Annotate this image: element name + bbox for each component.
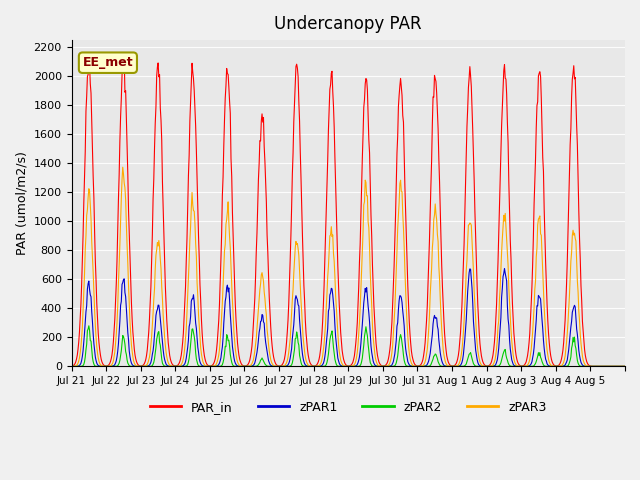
zPAR1 [436,350,444,356]
Title: Undercanopy PAR: Undercanopy PAR [275,15,422,33]
Line: zPAR1: zPAR1 [72,268,625,366]
zPAR2 [262,362,270,368]
zPAR2 [68,363,76,369]
PAR_in [588,363,596,369]
PAR_in [133,360,141,366]
zPAR3 [119,164,127,170]
zPAR3 [621,363,629,369]
Line: PAR_in: PAR_in [72,56,625,366]
zPAR3 [68,363,76,369]
zPAR1 [405,362,413,368]
PAR_in [235,352,243,358]
zPAR3 [284,358,291,363]
zPAR1 [500,265,508,271]
zPAR2 [621,363,629,369]
zPAR3 [588,363,596,369]
zPAR3 [406,355,414,361]
Y-axis label: PAR (umol/m2/s): PAR (umol/m2/s) [15,151,28,255]
Line: zPAR3: zPAR3 [72,167,625,366]
zPAR2 [406,363,414,369]
zPAR3 [133,363,141,369]
PAR_in [406,331,414,336]
Line: zPAR2: zPAR2 [72,326,625,366]
zPAR1 [68,363,76,369]
zPAR1 [283,363,291,369]
Text: EE_met: EE_met [83,56,133,69]
zPAR2 [588,363,596,369]
PAR_in [437,236,445,242]
PAR_in [120,53,128,59]
zPAR1 [621,363,629,369]
zPAR2 [85,323,93,329]
zPAR2 [284,363,291,369]
PAR_in [262,199,270,205]
PAR_in [284,329,291,335]
zPAR1 [132,363,140,369]
zPAR1 [262,339,269,345]
zPAR3 [262,312,270,318]
zPAR2 [437,363,445,369]
zPAR2 [235,363,243,369]
zPAR3 [437,312,445,318]
zPAR1 [234,363,242,369]
PAR_in [68,363,76,369]
zPAR3 [235,362,243,368]
zPAR2 [133,363,141,369]
Legend: PAR_in, zPAR1, zPAR2, zPAR3: PAR_in, zPAR1, zPAR2, zPAR3 [145,396,552,419]
PAR_in [621,363,629,369]
zPAR1 [588,363,596,369]
